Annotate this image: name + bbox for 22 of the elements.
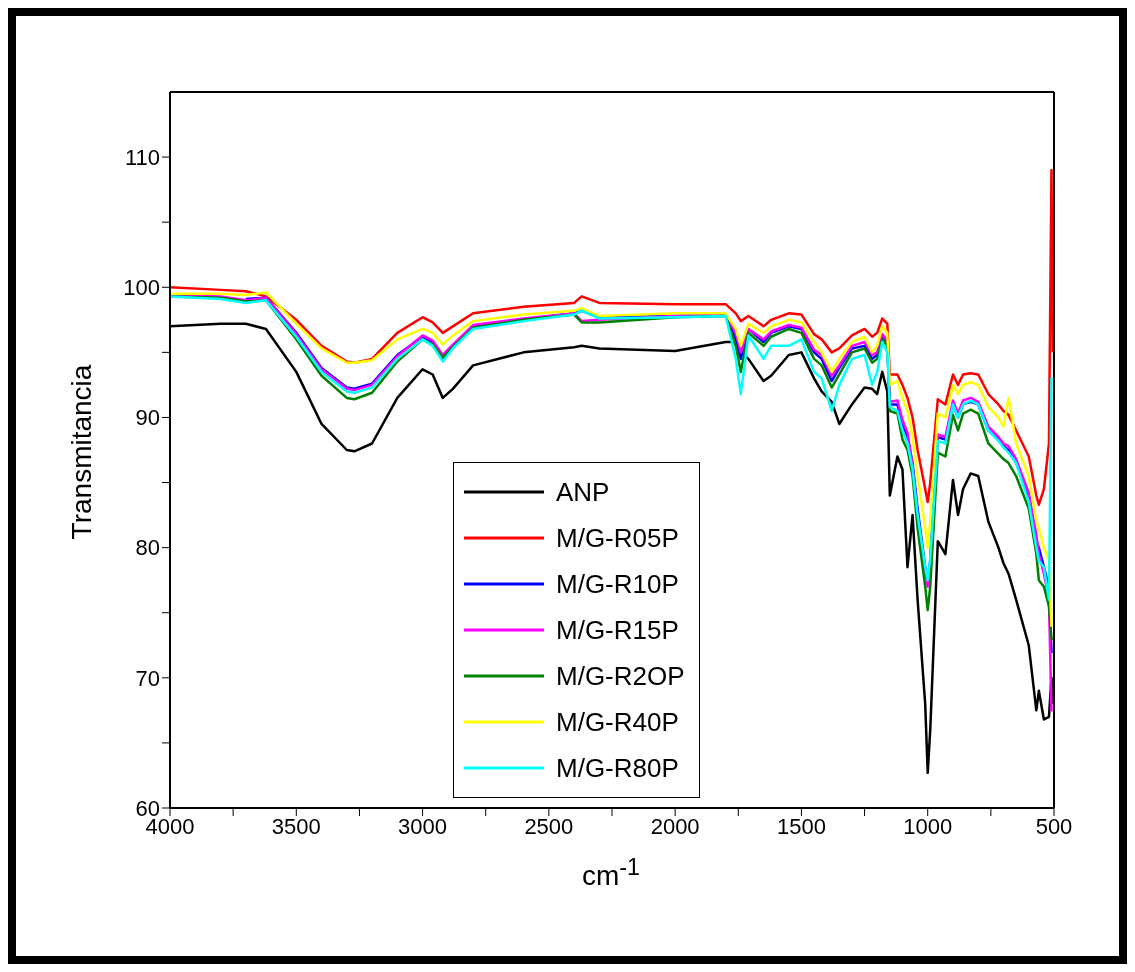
y-tick-label: 110 [124, 144, 160, 170]
legend-label: M/G-R05P [556, 522, 679, 554]
x-tick-label: 2500 [524, 813, 574, 839]
legend-label: ANP [556, 476, 610, 508]
y-tick-label: 70 [135, 665, 160, 691]
line-series [170, 168, 1054, 506]
x-axis-title: cm$^{-1}$ [580, 854, 642, 893]
y-axis-title: Transmitancia [66, 363, 98, 542]
x-tick-label: 500 [1035, 813, 1073, 839]
legend-label: M/G-R80P [556, 752, 679, 784]
x-tick-label: 1000 [903, 813, 953, 839]
legend-label: M/G-R40P [556, 706, 679, 738]
y-tick-label: 80 [135, 535, 160, 561]
y-tick-label: 90 [135, 405, 160, 431]
x-tick-label: 2000 [650, 813, 700, 839]
legend-label: M/G-R10P [556, 568, 679, 600]
x-tick-label: 3000 [398, 813, 448, 839]
y-tick-label: 100 [123, 275, 160, 301]
legend-label: M/G-R2OP [556, 660, 685, 692]
legend-label: M/G-R15P [556, 614, 679, 646]
x-tick-label: 1500 [776, 813, 826, 839]
x-tick-label: 3500 [271, 813, 321, 839]
